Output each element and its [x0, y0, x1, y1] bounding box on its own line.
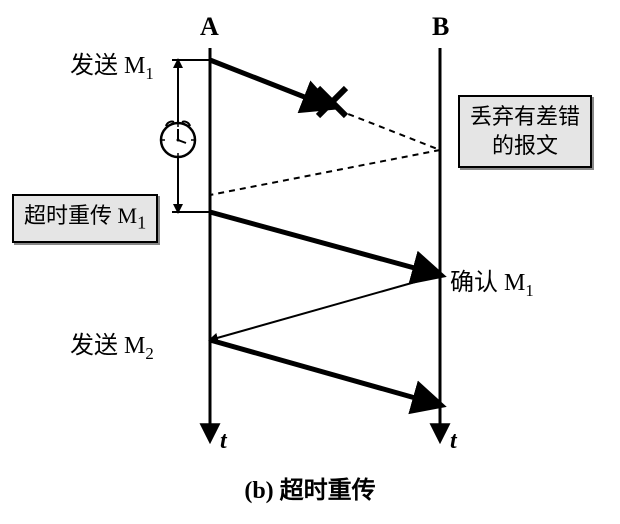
time-label-a: t — [220, 428, 227, 455]
box-discard: 丢弃有差错的报文 — [458, 95, 592, 168]
label-ack-m1: 确认 M1 — [450, 262, 534, 301]
clock-icon — [161, 122, 195, 157]
box-retransmit-m1: 超时重传 M1 — [12, 194, 158, 243]
caption: (b) 超时重传 — [0, 470, 620, 505]
diagram-canvas: A B — [0, 0, 620, 524]
label-send-m1: 发送 M1 — [70, 45, 154, 84]
label-send-m2: 发送 M2 — [70, 325, 154, 364]
arrow-lost-ack-dashed — [210, 150, 440, 195]
time-label-b: t — [450, 428, 457, 455]
arrow-send-m1-solid — [210, 60, 330, 107]
arrow-ack-m1 — [210, 275, 440, 340]
arrow-send-m2 — [210, 340, 440, 405]
arrow-send-m1-dashed — [338, 110, 440, 150]
arrow-retransmit-m1 — [210, 212, 440, 275]
